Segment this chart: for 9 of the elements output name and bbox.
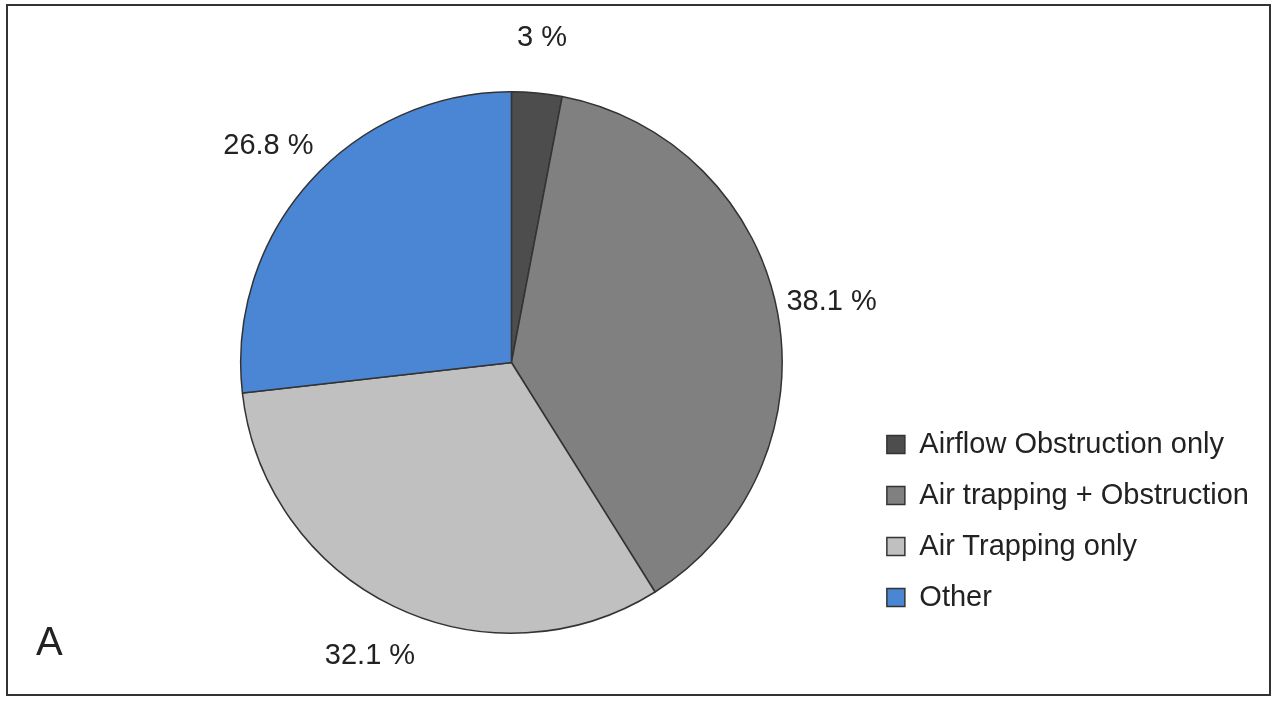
legend-label: Other: [919, 579, 993, 612]
data-label: 3 %: [517, 20, 568, 53]
data-label: 26.8 %: [223, 127, 314, 160]
legend-label: Airflow Obstruction only: [919, 426, 1225, 459]
legend-label: Air trapping + Obstruction: [919, 477, 1250, 510]
text: A: [36, 619, 63, 664]
legend-label: Air Trapping only: [919, 528, 1138, 561]
data-label: 38.1 %: [786, 284, 877, 317]
data-label: 32.1 %: [324, 637, 416, 670]
